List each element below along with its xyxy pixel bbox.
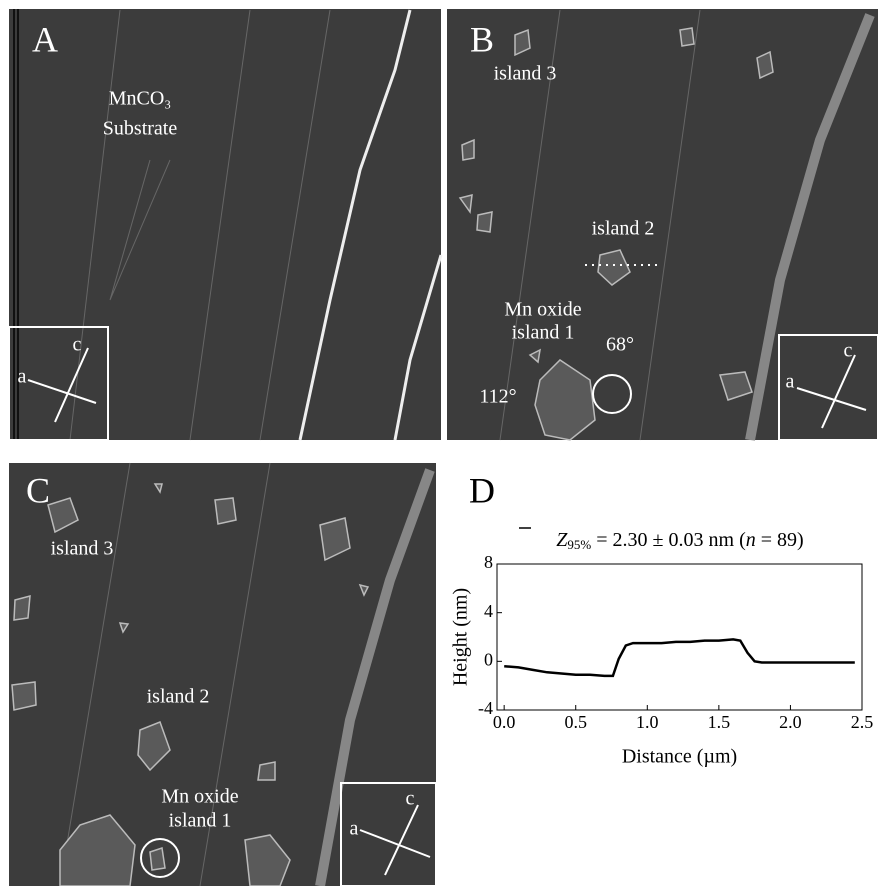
plot-frame — [496, 563, 863, 711]
axis-label: a — [786, 371, 795, 393]
label: island 1 — [169, 810, 232, 832]
angle-label: 68° — [606, 334, 634, 356]
x-tick-label: 0.0 — [493, 712, 516, 732]
line-series — [504, 638, 855, 678]
label: island 2 — [147, 686, 210, 708]
angle-label: 112° — [479, 386, 516, 408]
axis-label: c — [844, 340, 853, 362]
label: island 3 — [51, 538, 114, 560]
inset — [778, 334, 878, 441]
label: Mn oxide — [161, 786, 238, 808]
x-tick-label: 0.5 — [564, 712, 587, 732]
x-tick-label: 1.5 — [708, 712, 731, 732]
scan-edge — [13, 9, 19, 440]
step-edge — [315, 468, 435, 886]
inset — [8, 326, 109, 441]
x-tick-label: 1.0 — [636, 712, 659, 732]
title-part: 95% — [567, 537, 591, 552]
label: Mn oxide — [504, 299, 581, 321]
y-tick-label: -4 — [478, 698, 493, 718]
title-part: n — [746, 529, 756, 551]
island — [458, 27, 774, 441]
panel-b: B island 3 island 2 Mn oxide island 1 68… — [447, 9, 878, 441]
panel-letter: C — [26, 470, 50, 510]
afm-image — [9, 9, 441, 440]
panel-letter: B — [470, 19, 494, 59]
afm-image — [447, 9, 878, 440]
step-edge — [745, 13, 875, 441]
chart-title: Z95% = 2.30 ± 0.03 nm (n = 89) — [556, 529, 803, 552]
y-tick-label: 4 — [484, 601, 493, 621]
line-chart: D Z95% = 2.30 ± 0.03 nm (n = 89) — [469, 470, 804, 552]
label: island 3 — [494, 63, 557, 85]
surface-step — [69, 9, 331, 441]
axis-label: c — [73, 334, 82, 356]
y-tick-label: 8 — [484, 552, 493, 572]
crystal-axes — [796, 354, 867, 429]
inset — [340, 782, 437, 886]
axis-label: a — [18, 366, 27, 388]
panel-letter: D — [469, 470, 495, 510]
surface-step — [499, 9, 701, 441]
axis-label: c — [406, 788, 415, 810]
label: MnCO₃ — [109, 88, 172, 110]
highlight-circle — [592, 374, 632, 414]
y-axis-label: Height (nm) — [450, 588, 472, 686]
label: island 1 — [512, 322, 575, 344]
panel-c: C island 3 island 2 Mn oxide island 1 c … — [9, 462, 437, 886]
label: Substrate — [103, 118, 178, 140]
x-tick-label: 2.5 — [851, 712, 874, 732]
panel-a: A MnCO₃ Substrate c a — [8, 9, 443, 441]
x-tick-label: 2.0 — [779, 712, 802, 732]
y-tick-label: 0 — [484, 649, 493, 669]
title-part: = 2.30 ± 0.03 nm ( — [591, 529, 746, 551]
label: island 2 — [592, 218, 655, 240]
crystal-axes — [359, 804, 431, 876]
title-part: Z — [556, 529, 568, 551]
island — [11, 483, 370, 886]
step-edge — [298, 9, 412, 441]
surface-step — [59, 462, 271, 886]
highlight-circle — [140, 838, 180, 878]
x-axis-label: Distance (µm) — [622, 746, 737, 768]
axis-label: a — [350, 818, 359, 840]
step-edge — [393, 254, 443, 441]
title-part: = 89) — [756, 529, 804, 551]
panel-letter: A — [32, 19, 58, 59]
crystal-axes — [27, 347, 97, 423]
